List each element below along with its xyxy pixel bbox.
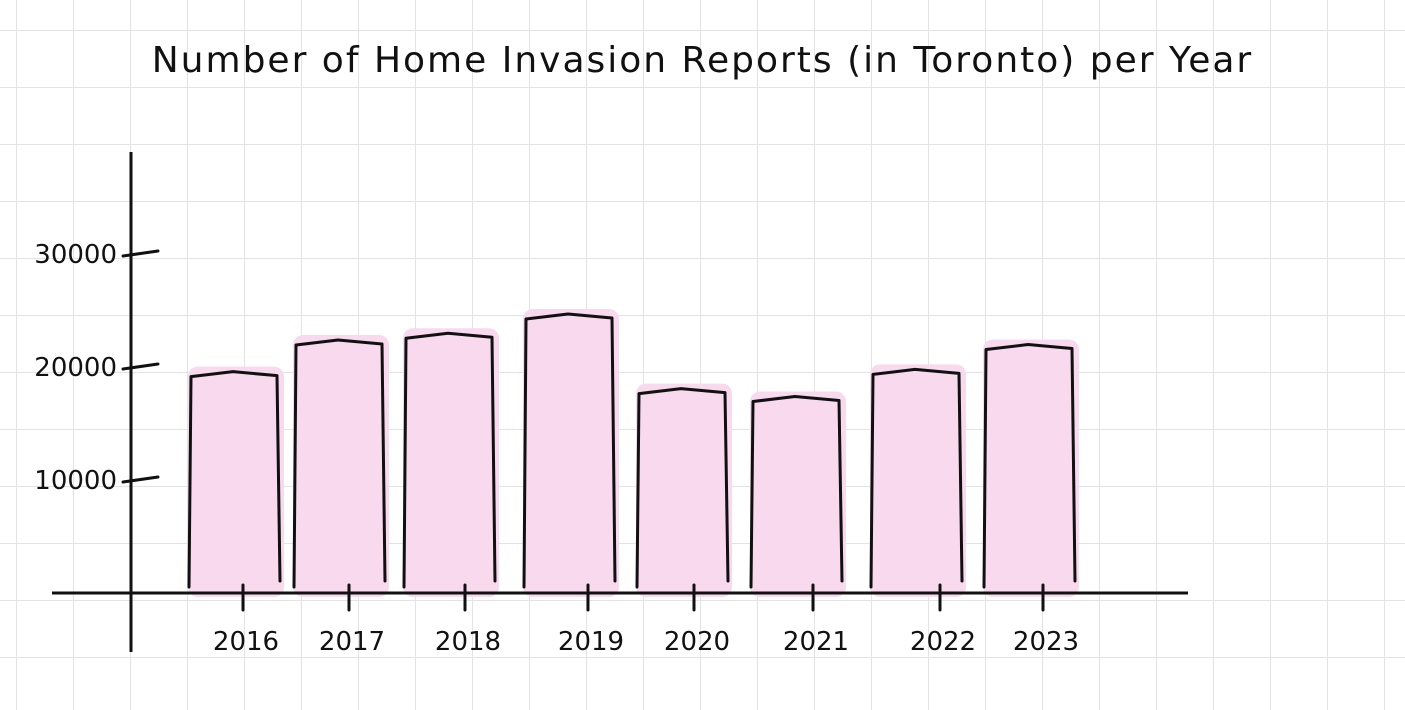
bar-2022: [869, 364, 966, 597]
bar-outline: [869, 367, 964, 589]
bar-2016: [187, 366, 284, 597]
bar-fill: [523, 309, 619, 597]
bar-outline: [749, 395, 844, 589]
y-tick-label: 10000: [34, 466, 117, 496]
x-tick-label: 2020: [664, 627, 730, 657]
y-tick-mark: [121, 249, 160, 258]
bar-outline: [292, 338, 387, 589]
bar-2018: [402, 328, 499, 597]
bar-2023: [982, 339, 1079, 597]
x-tick-label: 2018: [435, 627, 501, 657]
bar-fill: [750, 391, 846, 597]
bar-2020: [635, 383, 732, 597]
x-tick-label: 2016: [213, 627, 279, 657]
bar-2021: [749, 391, 846, 597]
bar-fill: [293, 335, 389, 597]
bar-fill: [188, 366, 284, 597]
bar-fill: [636, 383, 732, 597]
y-tick-mark: [121, 475, 160, 484]
bar-outline: [402, 331, 497, 589]
x-tick-label: 2021: [783, 627, 849, 657]
x-tick-label: 2022: [910, 627, 976, 657]
bar-outline: [635, 387, 730, 589]
chart-title: Number of Home Invasion Reports (in Toro…: [151, 40, 1254, 81]
y-tick-mark: [121, 362, 160, 371]
y-tick-label: 20000: [34, 353, 117, 383]
bar-2019: [522, 309, 619, 597]
bar-2017: [292, 335, 389, 597]
y-ticks-layer: 10000 20000 30000: [34, 240, 160, 496]
bar-fill: [983, 339, 1079, 597]
bar-outline: [522, 312, 617, 589]
bars-layer: [187, 309, 1079, 597]
y-tick-label: 30000: [34, 240, 117, 270]
bar-outline: [187, 370, 282, 589]
bar-fill: [870, 364, 966, 597]
x-ticks-layer: 2016 2017 2018 2019 2020 2021 2022 2023: [213, 583, 1079, 657]
bar-fill: [403, 328, 499, 597]
bar-outline: [982, 343, 1077, 589]
x-tick-label: 2023: [1013, 627, 1079, 657]
x-tick-label: 2019: [558, 627, 624, 657]
x-tick-label: 2017: [319, 627, 385, 657]
